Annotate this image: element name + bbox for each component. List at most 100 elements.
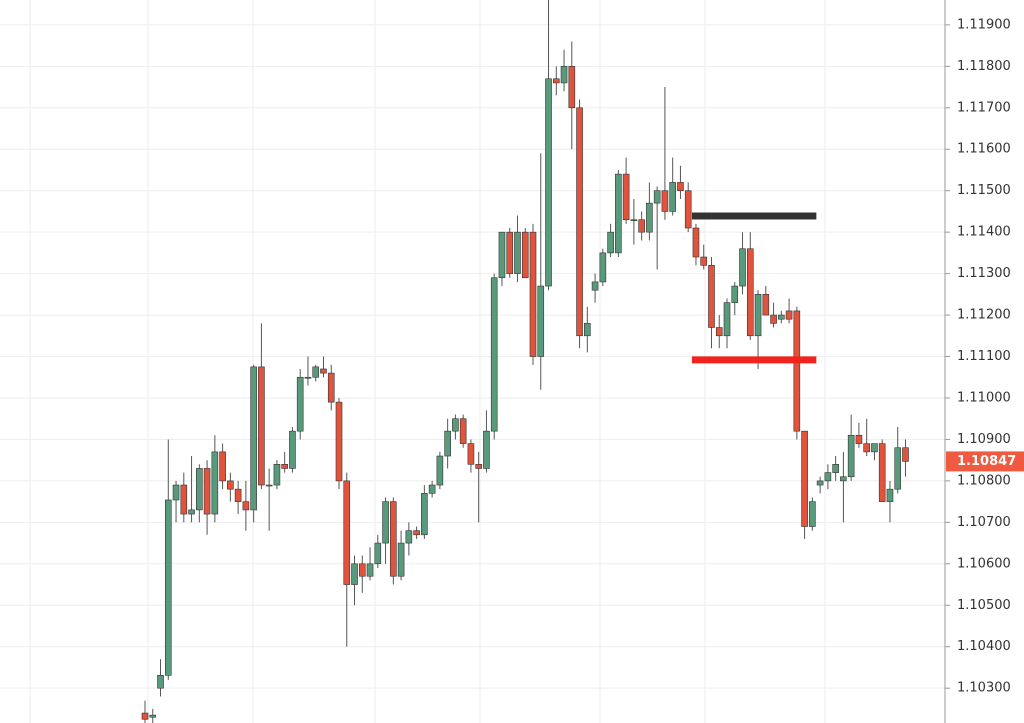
candle-body bbox=[467, 443, 475, 465]
candle-body bbox=[452, 418, 459, 432]
candle-body bbox=[708, 265, 715, 328]
candle-body bbox=[902, 447, 909, 462]
candle-body bbox=[312, 366, 320, 378]
candle-body bbox=[878, 443, 886, 502]
candle-body bbox=[428, 484, 436, 494]
candle-body bbox=[529, 231, 537, 357]
candle-body bbox=[785, 310, 793, 320]
candle-body bbox=[560, 66, 568, 84]
candle-body bbox=[506, 231, 514, 274]
candle-body bbox=[250, 366, 257, 511]
y-tick-label: 1.11400 bbox=[957, 225, 1011, 240]
candle-body bbox=[180, 484, 188, 515]
candle-body bbox=[390, 501, 397, 577]
candle-body bbox=[405, 530, 413, 544]
candle-body bbox=[296, 376, 304, 432]
candle-body bbox=[715, 327, 723, 337]
candle-body bbox=[684, 190, 692, 229]
candle-body bbox=[149, 714, 157, 718]
candle-body bbox=[723, 302, 731, 337]
candle-body bbox=[421, 493, 428, 536]
candle-body bbox=[196, 468, 203, 511]
candle-body bbox=[358, 563, 366, 577]
candle-body bbox=[847, 434, 855, 478]
y-tick-label: 1.11800 bbox=[957, 59, 1011, 74]
candle-body bbox=[622, 173, 630, 221]
candle-body bbox=[599, 252, 607, 283]
candle-body bbox=[653, 190, 661, 204]
candle-body bbox=[692, 227, 700, 258]
candle-body bbox=[273, 464, 281, 486]
candle-body bbox=[335, 401, 343, 482]
candle-body bbox=[219, 451, 226, 482]
candle-body bbox=[483, 430, 490, 469]
candle-body bbox=[343, 480, 351, 585]
candle-body bbox=[886, 488, 894, 502]
candle-body bbox=[739, 248, 746, 287]
candle-body bbox=[203, 468, 211, 515]
candle-body bbox=[646, 202, 653, 233]
candle-body bbox=[397, 542, 405, 577]
candle-body bbox=[545, 78, 552, 287]
candle-body bbox=[778, 314, 785, 320]
last-price-box bbox=[946, 451, 1024, 472]
candle-body bbox=[514, 231, 521, 274]
candle-body bbox=[374, 542, 382, 565]
candle-body bbox=[576, 107, 583, 337]
candle-body bbox=[630, 219, 638, 222]
candle-body bbox=[770, 314, 777, 324]
candle-body bbox=[568, 66, 576, 109]
y-tick-label: 1.11900 bbox=[957, 17, 1011, 32]
y-tick-label: 1.10700 bbox=[957, 515, 1011, 530]
candle-body bbox=[832, 464, 839, 473]
y-tick-label: 1.10900 bbox=[957, 432, 1011, 447]
candle-body bbox=[289, 430, 296, 469]
candle-body bbox=[227, 480, 234, 490]
candle-body bbox=[855, 434, 863, 444]
candle-body bbox=[413, 530, 420, 536]
candle-body bbox=[258, 366, 265, 486]
candle-body bbox=[164, 499, 172, 676]
candle-body bbox=[320, 368, 327, 374]
candle-body bbox=[327, 372, 335, 403]
candle-body bbox=[265, 484, 273, 487]
candle-body bbox=[234, 488, 242, 502]
candle-body bbox=[498, 231, 506, 279]
candle-body bbox=[615, 173, 622, 254]
y-tick-label: 1.11200 bbox=[957, 308, 1011, 323]
y-tick-label: 1.10300 bbox=[957, 681, 1011, 696]
candle-body bbox=[677, 182, 684, 191]
candle-body bbox=[242, 501, 250, 511]
candle-body bbox=[754, 294, 762, 337]
candle-body bbox=[824, 472, 832, 482]
candle-body bbox=[731, 285, 739, 303]
candle-body bbox=[840, 476, 847, 482]
candle-body bbox=[809, 501, 816, 527]
candle-body bbox=[746, 248, 754, 337]
last-price-label: 1.10847 bbox=[957, 454, 1016, 469]
candle-body bbox=[537, 285, 545, 357]
candle-body bbox=[552, 78, 560, 84]
candle-body bbox=[459, 418, 467, 444]
candle-body bbox=[793, 310, 801, 432]
candle-body bbox=[444, 430, 451, 457]
candle-body bbox=[188, 509, 195, 515]
candle-body bbox=[157, 675, 164, 689]
candle-body bbox=[700, 256, 708, 266]
candle-body bbox=[607, 231, 614, 254]
candle-body bbox=[211, 451, 219, 515]
y-tick-label: 1.10400 bbox=[957, 639, 1011, 654]
candle-body bbox=[366, 563, 374, 577]
y-tick-label: 1.11500 bbox=[957, 183, 1011, 198]
candle-body bbox=[382, 501, 389, 544]
y-tick-label: 1.10500 bbox=[957, 598, 1011, 613]
candle-body bbox=[871, 443, 878, 453]
candle-body bbox=[591, 281, 599, 291]
candle-body bbox=[816, 480, 824, 486]
candle-body bbox=[661, 190, 669, 212]
candle-body bbox=[894, 447, 902, 490]
candle-body bbox=[863, 443, 870, 453]
candle-body bbox=[490, 277, 498, 432]
